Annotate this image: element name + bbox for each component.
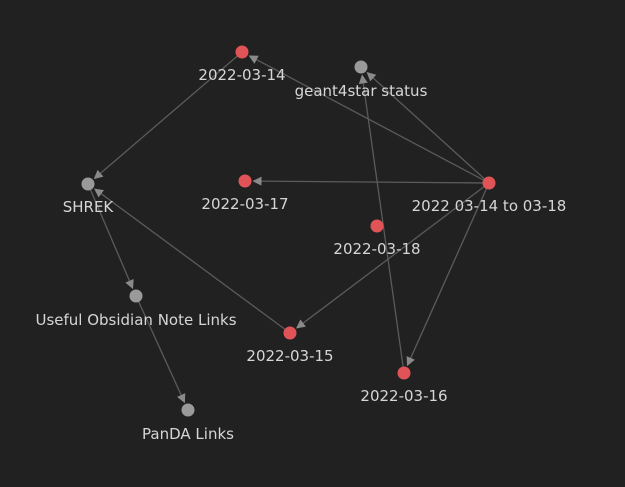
graph-node-label[interactable]: 2022-03-18 <box>333 240 420 258</box>
graph-node-label[interactable]: 2022-03-15 <box>246 347 333 365</box>
graph-node-label[interactable]: 2022-03-17 <box>201 195 288 213</box>
graph-edge-range-to-2022-03-16 <box>410 188 487 359</box>
graph-node-2022-03-15[interactable]: 2022-03-15 <box>246 326 334 366</box>
arrowhead-icon <box>366 72 377 82</box>
arrowhead-icon <box>295 319 306 329</box>
graph-node-panda[interactable]: PanDA Links <box>142 403 234 444</box>
graph-node-label[interactable]: 2022-03-16 <box>360 387 447 405</box>
graph-node-dot[interactable] <box>397 366 411 380</box>
graph-node-2022-03-18[interactable]: 2022-03-18 <box>333 219 421 259</box>
graph-edge-obsidian-to-panda <box>138 301 182 396</box>
graph-node-label[interactable]: PanDA Links <box>142 425 234 443</box>
graph-edge-range-to-2022-03-14 <box>256 59 484 181</box>
graph-node-dot[interactable] <box>238 174 252 188</box>
graph-node-dot[interactable] <box>235 45 249 59</box>
graph-node-dot[interactable] <box>354 60 368 74</box>
arrowhead-icon <box>94 188 104 198</box>
graph-edge-range-to-2022-03-15 <box>302 186 485 324</box>
graph-edge-shrek-to-obsidian <box>89 189 131 282</box>
graph-node-2022-03-14[interactable]: 2022-03-14 <box>198 45 286 85</box>
graph-edge-2022-03-14-to-shrek <box>100 55 238 174</box>
graph-node-2022-03-17[interactable]: 2022-03-17 <box>201 174 289 214</box>
graph-node-geant4star[interactable]: geant4star status <box>295 60 428 101</box>
graph-node-shrek[interactable]: SHREK <box>63 177 115 217</box>
arrowhead-icon <box>358 74 368 84</box>
arrowhead-icon <box>248 55 259 64</box>
graph-node-dot[interactable] <box>81 177 95 191</box>
graph-node-dot[interactable] <box>181 403 195 417</box>
arrowhead-icon <box>406 356 415 367</box>
graph-node-2022-03-16[interactable]: 2022-03-16 <box>360 366 448 406</box>
nodes-layer: 2022-03-14 geant4star status SHREK 2022-03-… <box>35 45 567 444</box>
graph-node-label[interactable]: Useful Obsidian Note Links <box>35 311 236 329</box>
graph-node-label[interactable]: 2022-03-14 <box>198 66 285 84</box>
graph-node-dot[interactable] <box>283 326 297 340</box>
graph-node-dot[interactable] <box>370 219 384 233</box>
arrowhead-icon <box>177 393 186 404</box>
graph-node-label[interactable]: 2022 03-14 to 03-18 <box>412 197 567 215</box>
graph-node-range[interactable]: 2022 03-14 to 03-18 <box>412 176 567 216</box>
graph-edge-2022-03-15-to-shrek <box>100 193 286 330</box>
graph-node-dot[interactable] <box>129 289 143 303</box>
arrowhead-icon <box>252 176 262 186</box>
graph-node-dot[interactable] <box>482 176 496 190</box>
graph-edge-range-to-2022-03-17 <box>261 180 483 184</box>
graph-node-label[interactable]: SHREK <box>63 198 115 216</box>
graph-edge-range-to-geant4star <box>372 77 485 180</box>
arrowhead-icon <box>93 169 104 180</box>
graph-node-label[interactable]: geant4star status <box>295 82 428 100</box>
arrowhead-icon <box>125 279 134 290</box>
graph-node-obsidian[interactable]: Useful Obsidian Note Links <box>35 289 237 330</box>
